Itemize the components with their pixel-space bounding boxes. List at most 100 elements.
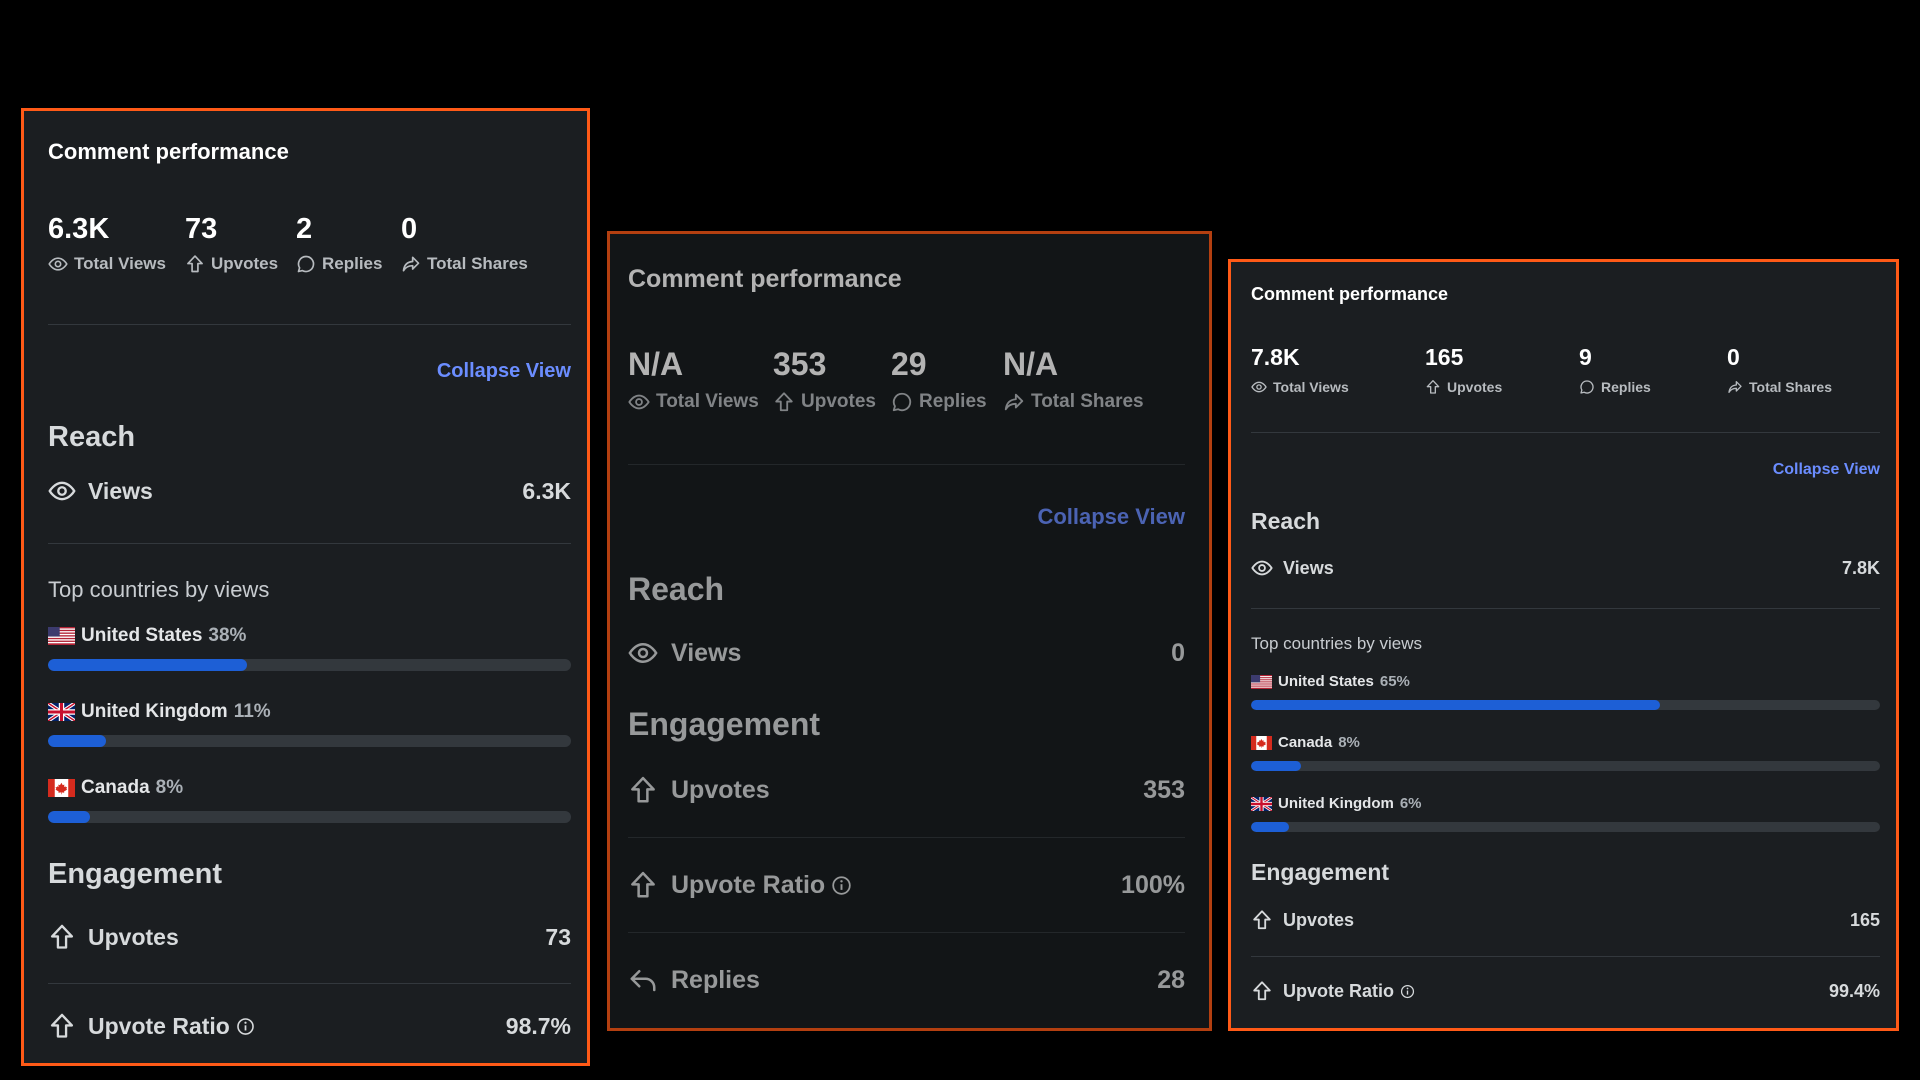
comment-performance-panel: Comment performance N/A Total Views 353 …: [607, 231, 1212, 1031]
views-label: Views: [1283, 557, 1334, 578]
stat-label: Total Shares: [1749, 379, 1832, 395]
views-row: Views 6.3K: [48, 476, 571, 506]
divider: [1251, 608, 1880, 609]
us-flag-icon: [1251, 675, 1272, 689]
country-bar-fill: [48, 811, 90, 823]
eye-icon: [628, 638, 658, 668]
stat-replies: 2 Replies: [296, 213, 401, 274]
stat-upvotes: 353 Upvotes: [773, 346, 891, 413]
stat-value: 165: [1425, 344, 1464, 370]
eye-icon: [1251, 379, 1267, 395]
upvote-arrow-icon: [1251, 980, 1273, 1002]
collapse-view-button[interactable]: Collapse View: [1772, 461, 1880, 478]
stats-row: N/A Total Views 353 Upvotes 29 Replies N…: [628, 346, 1153, 413]
stat-label: Total Views: [656, 391, 759, 412]
upvote-arrow-icon: [1425, 379, 1441, 395]
upvotes-row: Upvotes 165: [1251, 908, 1880, 932]
country-name: United Kingdom: [1278, 795, 1394, 812]
views-value: 6.3K: [522, 477, 571, 504]
stat-label: Replies: [1601, 379, 1651, 395]
info-icon[interactable]: [831, 875, 852, 896]
upvote-ratio-value: 100%: [1121, 870, 1185, 899]
stat-value: 0: [401, 213, 418, 245]
country-bar-fill: [48, 659, 247, 671]
country-percent: 65%: [1379, 673, 1410, 690]
replies-row: Replies 28: [628, 964, 1185, 996]
stat-value: 2: [296, 213, 313, 245]
info-icon[interactable]: [1400, 984, 1415, 999]
panel-title: Comment performance: [1251, 284, 1449, 304]
collapse-view-button[interactable]: Collapse View: [436, 360, 571, 382]
country-name: United Kingdom: [81, 701, 228, 722]
stat-label: Upvotes: [1447, 379, 1503, 395]
country-bar-track: [48, 659, 571, 671]
upvote-ratio-value: 99.4%: [1828, 980, 1880, 1001]
stat-total-views: 7.8K Total Views: [1251, 344, 1425, 395]
engagement-heading: Engagement: [48, 858, 223, 890]
collapse-view-button[interactable]: Collapse View: [1037, 504, 1185, 529]
upvote-ratio-label: Upvote Ratio: [88, 1012, 230, 1039]
comment-bubble-icon: [891, 391, 913, 413]
views-value: 0: [1171, 638, 1185, 667]
upvote-ratio-label: Upvote Ratio: [671, 870, 826, 899]
country-item: Canada 8%: [1251, 734, 1880, 771]
country-name: United States: [1278, 673, 1374, 690]
comment-bubble-icon: [1579, 379, 1595, 395]
country-item: United States 65%: [1251, 673, 1880, 710]
views-label: Views: [671, 638, 742, 667]
country-percent: 8%: [155, 777, 184, 798]
panel-title: Comment performance: [48, 139, 289, 164]
stat-value: 0: [1727, 344, 1740, 370]
share-arrow-icon: [401, 254, 421, 274]
stat-label: Total Views: [74, 254, 166, 273]
views-label: Views: [88, 477, 153, 504]
stat-total-shares: 0 Total Shares: [401, 213, 541, 274]
stat-replies: 29 Replies: [891, 346, 1003, 413]
stat-label: Replies: [322, 254, 383, 273]
country-item: Canada 8%: [48, 777, 571, 823]
upvote-ratio-row: Upvote Ratio 99.4%: [1251, 979, 1880, 1003]
divider: [48, 983, 571, 984]
top-countries-label: Top countries by views: [48, 577, 270, 602]
eye-icon: [1251, 557, 1273, 579]
upvotes-row: Upvotes 73: [48, 921, 571, 953]
info-icon[interactable]: [236, 1017, 255, 1036]
country-bar-track: [1251, 700, 1880, 710]
stat-label: Total Views: [1273, 379, 1349, 395]
country-bar-track: [1251, 822, 1880, 832]
share-arrow-icon: [1003, 391, 1025, 413]
stat-total-views: 6.3K Total Views: [48, 213, 185, 274]
uk-flag-icon: [1251, 797, 1272, 811]
stats-row: 6.3K Total Views 73 Upvotes 2 Replies 0 …: [48, 213, 541, 274]
country-percent: 11%: [233, 701, 271, 722]
eye-icon: [48, 477, 76, 505]
reach-heading: Reach: [48, 421, 136, 453]
upvotes-value: 353: [1143, 775, 1185, 804]
views-value: 7.8K: [1841, 557, 1880, 578]
upvote-ratio-label: Upvote Ratio: [1283, 980, 1395, 1001]
country-percent: 8%: [1338, 734, 1360, 751]
divider: [628, 837, 1185, 838]
panel-title: Comment performance: [628, 265, 902, 293]
comment-performance-panel: Comment performance 7.8K Total Views 165…: [1228, 259, 1899, 1031]
eye-icon: [628, 391, 650, 413]
country-bar-track: [48, 735, 571, 747]
stats-row: 7.8K Total Views 165 Upvotes 9 Replies 0…: [1251, 344, 1867, 395]
stat-replies: 9 Replies: [1579, 344, 1727, 395]
comment-bubble-icon: [296, 254, 316, 274]
uk-flag-icon: [48, 703, 75, 721]
divider: [628, 464, 1185, 465]
upvote-arrow-icon: [185, 254, 205, 274]
stat-label: Total Shares: [427, 254, 528, 273]
engagement-heading: Engagement: [628, 706, 821, 742]
divider: [48, 324, 571, 325]
replies-label: Replies: [671, 965, 760, 994]
top-countries-label: Top countries by views: [1251, 634, 1423, 653]
ca-flag-icon: [48, 779, 75, 797]
reach-heading: Reach: [628, 571, 725, 607]
stat-total-shares: 0 Total Shares: [1727, 344, 1867, 395]
stat-value: 29: [891, 346, 927, 382]
upvotes-label: Upvotes: [88, 923, 179, 950]
country-name: Canada: [81, 777, 150, 798]
stat-upvotes: 73 Upvotes: [185, 213, 296, 274]
